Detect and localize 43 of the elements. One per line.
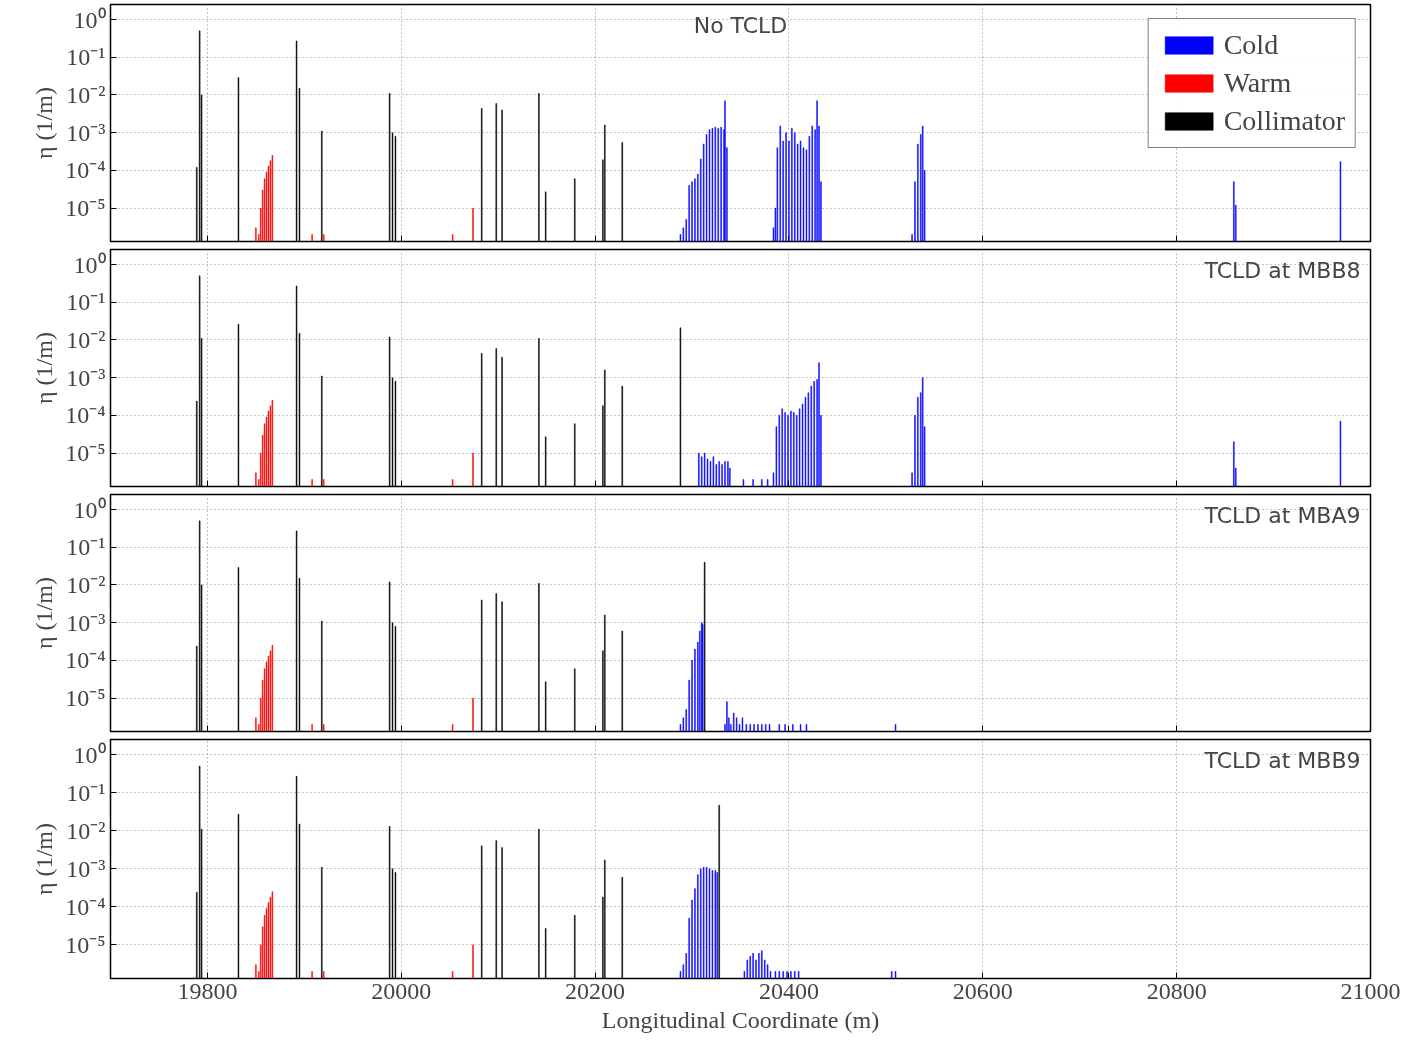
y-axis-title: η (1/m) bbox=[31, 823, 58, 895]
y-tick-label: 10⁻⁴ bbox=[65, 893, 106, 920]
y-tick-label: 10⁻⁵ bbox=[65, 931, 106, 958]
y-tick-label: 10⁻⁵ bbox=[65, 440, 106, 467]
x-tick-label: 20600 bbox=[952, 977, 1013, 1004]
y-tick-label: 10⁻⁵ bbox=[65, 685, 106, 712]
y-tick-label: 10⁻⁴ bbox=[65, 157, 106, 184]
chart-title: TCLD at MBB8 bbox=[1203, 257, 1361, 283]
y-tick-label: 10⁻³ bbox=[66, 855, 106, 882]
y-axis-title: η (1/m) bbox=[31, 577, 58, 649]
y-tick-label: 10⁻³ bbox=[66, 364, 106, 391]
y-tick-label: 10⁻¹ bbox=[66, 534, 106, 561]
y-tick-label: 10⁻¹ bbox=[66, 779, 106, 806]
x-tick-label: 20200 bbox=[565, 977, 626, 1004]
y-tick-label: 10⁻³ bbox=[66, 119, 106, 146]
y-tick-label: 10⁻¹ bbox=[66, 289, 106, 316]
x-tick-label: 20400 bbox=[758, 977, 819, 1004]
y-tick-label: 10⁻⁴ bbox=[65, 402, 106, 429]
x-tick-label: 19800 bbox=[177, 977, 238, 1004]
chart-title: TCLD at MBA9 bbox=[1203, 502, 1361, 528]
legend-label: Cold bbox=[1223, 29, 1279, 61]
y-tick-label: 10⁻¹ bbox=[66, 44, 106, 71]
y-axis-title: η (1/m) bbox=[31, 332, 58, 404]
legend-label: Collimator bbox=[1223, 105, 1345, 137]
x-tick-label: 20000 bbox=[371, 977, 432, 1004]
y-axis-title: η (1/m) bbox=[31, 87, 58, 159]
x-tick-label: 21000 bbox=[1340, 977, 1401, 1004]
y-tick-label: 10⁻⁴ bbox=[65, 647, 106, 674]
y-tick-label: 10⁰ bbox=[73, 6, 106, 33]
y-tick-label: 10⁻² bbox=[66, 326, 106, 353]
x-axis-title: Longitudinal Coordinate (m) bbox=[601, 1006, 880, 1033]
chart-title: No TCLD bbox=[693, 12, 788, 38]
y-tick-label: 10⁰ bbox=[73, 741, 106, 768]
y-tick-label: 10⁻⁵ bbox=[65, 195, 106, 222]
legend-label: Warm bbox=[1223, 67, 1292, 99]
y-tick-label: 10⁰ bbox=[73, 251, 106, 278]
y-tick-label: 10⁰ bbox=[73, 496, 106, 523]
y-tick-label: 10⁻² bbox=[66, 817, 106, 844]
y-tick-label: 10⁻² bbox=[66, 571, 106, 598]
x-tick-label: 20800 bbox=[1146, 977, 1207, 1004]
y-tick-label: 10⁻² bbox=[66, 81, 106, 108]
chart-title: TCLD at MBB9 bbox=[1203, 747, 1361, 773]
y-tick-label: 10⁻³ bbox=[66, 609, 106, 636]
